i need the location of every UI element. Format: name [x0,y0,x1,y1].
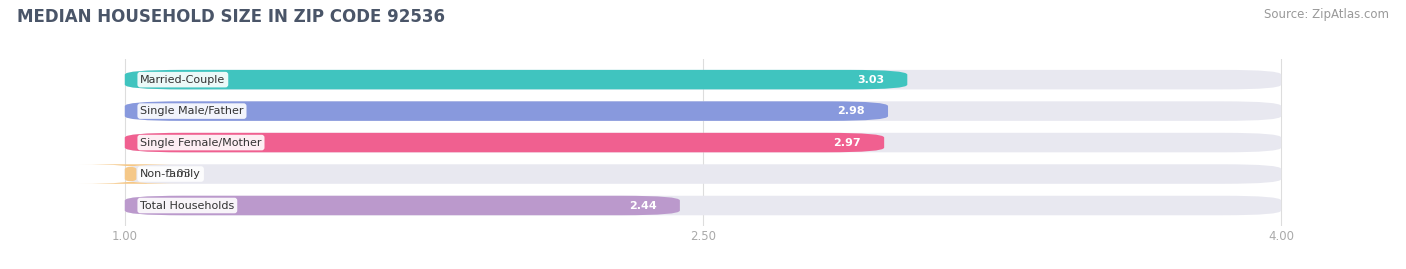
FancyBboxPatch shape [125,70,907,89]
Text: 2.97: 2.97 [834,137,860,148]
Text: Single Female/Mother: Single Female/Mother [141,137,262,148]
FancyBboxPatch shape [125,196,681,215]
FancyBboxPatch shape [125,164,1281,184]
FancyBboxPatch shape [125,196,1281,215]
Text: 2.98: 2.98 [837,106,865,116]
Text: Total Households: Total Households [141,200,235,211]
FancyBboxPatch shape [79,164,183,184]
FancyBboxPatch shape [125,101,889,121]
Text: Married-Couple: Married-Couple [141,75,225,85]
Text: 1.03: 1.03 [167,169,191,179]
Text: Source: ZipAtlas.com: Source: ZipAtlas.com [1264,8,1389,21]
Text: MEDIAN HOUSEHOLD SIZE IN ZIP CODE 92536: MEDIAN HOUSEHOLD SIZE IN ZIP CODE 92536 [17,8,444,26]
FancyBboxPatch shape [125,133,884,152]
FancyBboxPatch shape [125,133,1281,152]
Text: 3.03: 3.03 [858,75,884,85]
FancyBboxPatch shape [125,101,1281,121]
Text: 2.44: 2.44 [628,200,657,211]
Text: Single Male/Father: Single Male/Father [141,106,243,116]
FancyBboxPatch shape [125,70,1281,89]
Text: Non-family: Non-family [141,169,201,179]
